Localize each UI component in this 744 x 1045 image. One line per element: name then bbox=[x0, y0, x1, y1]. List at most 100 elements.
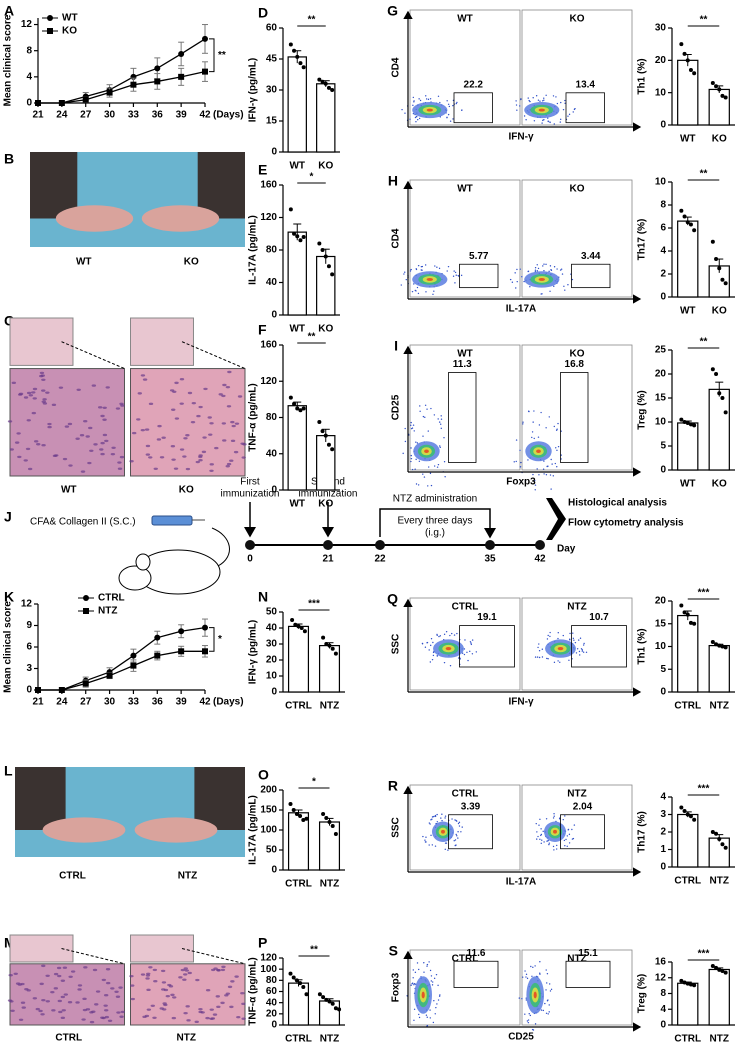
data-point bbox=[692, 71, 697, 76]
event-dot bbox=[457, 822, 460, 825]
data-point bbox=[293, 622, 298, 627]
event-dot bbox=[569, 639, 571, 641]
nucleus bbox=[51, 1009, 56, 1012]
event-dot bbox=[537, 436, 540, 438]
data-point bbox=[685, 612, 690, 617]
legend-label: KO bbox=[62, 26, 77, 37]
data-point bbox=[326, 442, 331, 447]
data-point bbox=[324, 642, 329, 646]
data-point bbox=[317, 992, 322, 997]
data-point bbox=[292, 48, 297, 53]
data-point bbox=[321, 635, 326, 640]
nucleus bbox=[218, 393, 223, 396]
data-point bbox=[292, 401, 297, 406]
event-dot bbox=[439, 994, 441, 996]
nucleus bbox=[92, 968, 98, 972]
data-point bbox=[327, 643, 332, 648]
y-axis-label: TNF-α (pg/mL) bbox=[248, 957, 259, 1025]
significance-label: *** bbox=[308, 599, 320, 610]
nucleus bbox=[28, 394, 34, 397]
event-dot bbox=[424, 839, 426, 841]
paw bbox=[141, 205, 220, 232]
data-point bbox=[692, 817, 697, 822]
event-dot bbox=[441, 813, 443, 815]
event-dot bbox=[547, 658, 549, 660]
nucleus bbox=[87, 461, 92, 465]
series-line bbox=[38, 38, 206, 104]
event-dot bbox=[404, 271, 406, 273]
event-dot bbox=[545, 94, 547, 97]
event-dot bbox=[543, 119, 545, 121]
data-point bbox=[295, 54, 300, 59]
y-tick-label: 120 bbox=[260, 376, 277, 387]
event-dot bbox=[564, 99, 566, 102]
event-dot bbox=[433, 465, 436, 467]
data-point bbox=[327, 999, 332, 1004]
event-dot bbox=[566, 845, 568, 848]
event-dot bbox=[433, 977, 436, 980]
nucleus bbox=[212, 1013, 218, 1016]
x-tick-label: KO bbox=[318, 161, 333, 172]
y-axis-label: Treg (%) bbox=[637, 390, 648, 429]
event-dot bbox=[559, 118, 562, 121]
event-dot bbox=[524, 1013, 526, 1015]
x-tick-label: NTZ bbox=[710, 1034, 729, 1045]
x-tick-label: 24 bbox=[56, 697, 68, 708]
y-axis-label: CD25 bbox=[391, 394, 402, 420]
cell-cloud bbox=[538, 108, 545, 112]
event-dot bbox=[549, 635, 551, 638]
event-dot bbox=[411, 468, 414, 471]
event-dot bbox=[534, 484, 537, 486]
event-dot bbox=[543, 99, 545, 101]
histology bbox=[130, 368, 246, 477]
marker bbox=[82, 96, 89, 103]
bar bbox=[287, 405, 307, 491]
event-dot bbox=[427, 98, 430, 101]
nucleus bbox=[31, 391, 36, 394]
event-dot bbox=[568, 113, 571, 116]
event-dot bbox=[556, 844, 558, 847]
event-dot bbox=[523, 280, 525, 283]
nucleus bbox=[131, 431, 137, 435]
event-dot bbox=[440, 427, 442, 430]
y-tick-label: 0 bbox=[26, 685, 32, 696]
y-tick-label: 20 bbox=[655, 596, 667, 607]
event-dot bbox=[551, 463, 553, 465]
x-tick-label: NTZ bbox=[320, 879, 339, 890]
nucleus bbox=[45, 391, 50, 394]
nucleus bbox=[38, 1009, 43, 1013]
event-dot bbox=[435, 973, 438, 976]
nucleus bbox=[39, 371, 45, 375]
event-dot bbox=[431, 984, 434, 986]
significance-label: ** bbox=[700, 169, 708, 180]
histology-inset bbox=[130, 317, 194, 366]
zoom-line bbox=[61, 341, 125, 370]
marker bbox=[35, 687, 41, 693]
event-dot bbox=[455, 833, 457, 836]
event-dot bbox=[538, 656, 541, 659]
event-dot bbox=[537, 267, 540, 270]
event-dot bbox=[553, 285, 555, 288]
nucleus bbox=[15, 982, 21, 985]
data-point bbox=[291, 975, 296, 980]
y-tick-label: 16 bbox=[655, 957, 667, 968]
event-dot bbox=[454, 819, 456, 821]
x-tick-label: CTRL bbox=[285, 879, 312, 890]
y-tick-label: 20 bbox=[655, 55, 667, 66]
event-dot bbox=[411, 290, 414, 293]
event-dot bbox=[524, 479, 527, 482]
nucleus bbox=[233, 450, 239, 454]
event-dot bbox=[520, 98, 522, 101]
event-dot bbox=[402, 452, 404, 455]
data-point bbox=[321, 995, 326, 1000]
y-axis-label: Th1 (%) bbox=[637, 58, 648, 94]
nucleus bbox=[170, 444, 176, 448]
cell-cloud bbox=[421, 991, 425, 999]
marker bbox=[106, 672, 113, 679]
event-dot bbox=[545, 263, 547, 266]
event-dot bbox=[515, 100, 517, 102]
x-tick-label: CTRL bbox=[674, 701, 701, 712]
event-dot bbox=[579, 654, 581, 656]
event-dot bbox=[550, 458, 552, 461]
